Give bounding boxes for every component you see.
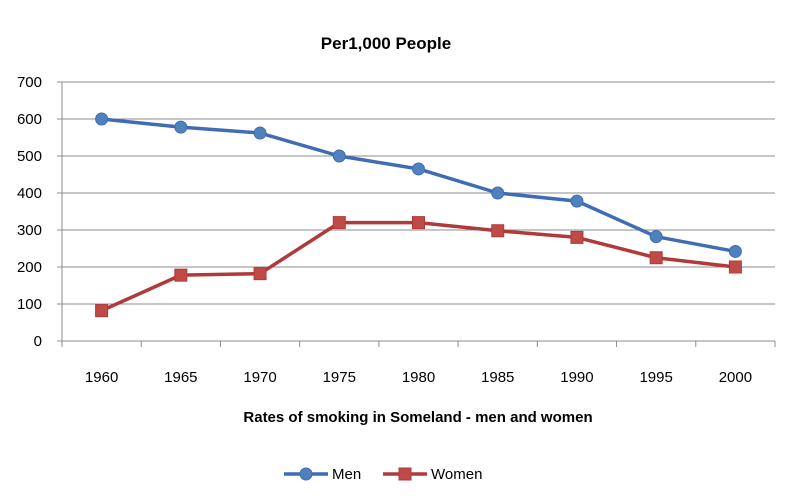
legend-marker [398, 467, 412, 481]
legend-item-women: Women [383, 466, 482, 483]
y-tick-label: 0 [34, 333, 42, 350]
data-point [253, 126, 267, 140]
legend: Men Women [284, 466, 482, 483]
legend-item-men: Men [284, 466, 361, 483]
y-tick-label: 200 [17, 259, 42, 276]
data-point [174, 120, 188, 134]
x-tick-label: 2000 [719, 369, 752, 386]
legend-marker [299, 467, 313, 481]
data-point [728, 244, 742, 258]
x-tick-label: 1995 [639, 369, 672, 386]
data-point [728, 260, 742, 274]
series [95, 112, 742, 318]
data-point [491, 186, 505, 200]
series-line [101, 117, 736, 254]
y-tick-label: 700 [17, 74, 42, 91]
y-tick-label: 100 [17, 296, 42, 313]
x-tick-label: 1965 [164, 369, 197, 386]
y-tick-label: 400 [17, 185, 42, 202]
data-point [412, 162, 425, 176]
data-point [570, 194, 584, 208]
x-tick-label: 1960 [85, 369, 118, 386]
data-point [649, 230, 663, 244]
x-tick-label: 1985 [481, 369, 514, 386]
data-point [332, 149, 346, 163]
data-point [412, 216, 425, 230]
data-point [649, 251, 663, 265]
series-women [95, 216, 742, 318]
chart-title: Per1,000 People [321, 34, 451, 53]
x-tick-label: 1970 [243, 369, 276, 386]
data-point [491, 224, 505, 238]
x-tick-label: 1990 [560, 369, 593, 386]
data-point [253, 267, 267, 281]
data-point [95, 112, 109, 126]
series-men [95, 112, 742, 258]
legend-label: Men [332, 466, 361, 483]
y-tick-labels: 0 100 200 300 400 500 600 700 [17, 74, 42, 350]
axes [57, 81, 776, 347]
x-tick-labels: 1960 1965 1970 1975 1980 1985 1990 1995 2000 [85, 369, 752, 386]
data-point [332, 216, 346, 230]
legend-label: Women [431, 466, 482, 483]
data-point [174, 268, 188, 282]
x-axis-label: Rates of smoking in Someland - men and w… [243, 409, 592, 426]
x-tick-label: 1975 [323, 369, 356, 386]
y-tick-label: 500 [17, 148, 42, 165]
x-tick-label: 1980 [402, 369, 435, 386]
y-tick-label: 300 [17, 222, 42, 239]
data-point [570, 230, 584, 244]
data-point [95, 304, 109, 318]
y-tick-label: 600 [17, 111, 42, 128]
gridlines [62, 81, 775, 305]
